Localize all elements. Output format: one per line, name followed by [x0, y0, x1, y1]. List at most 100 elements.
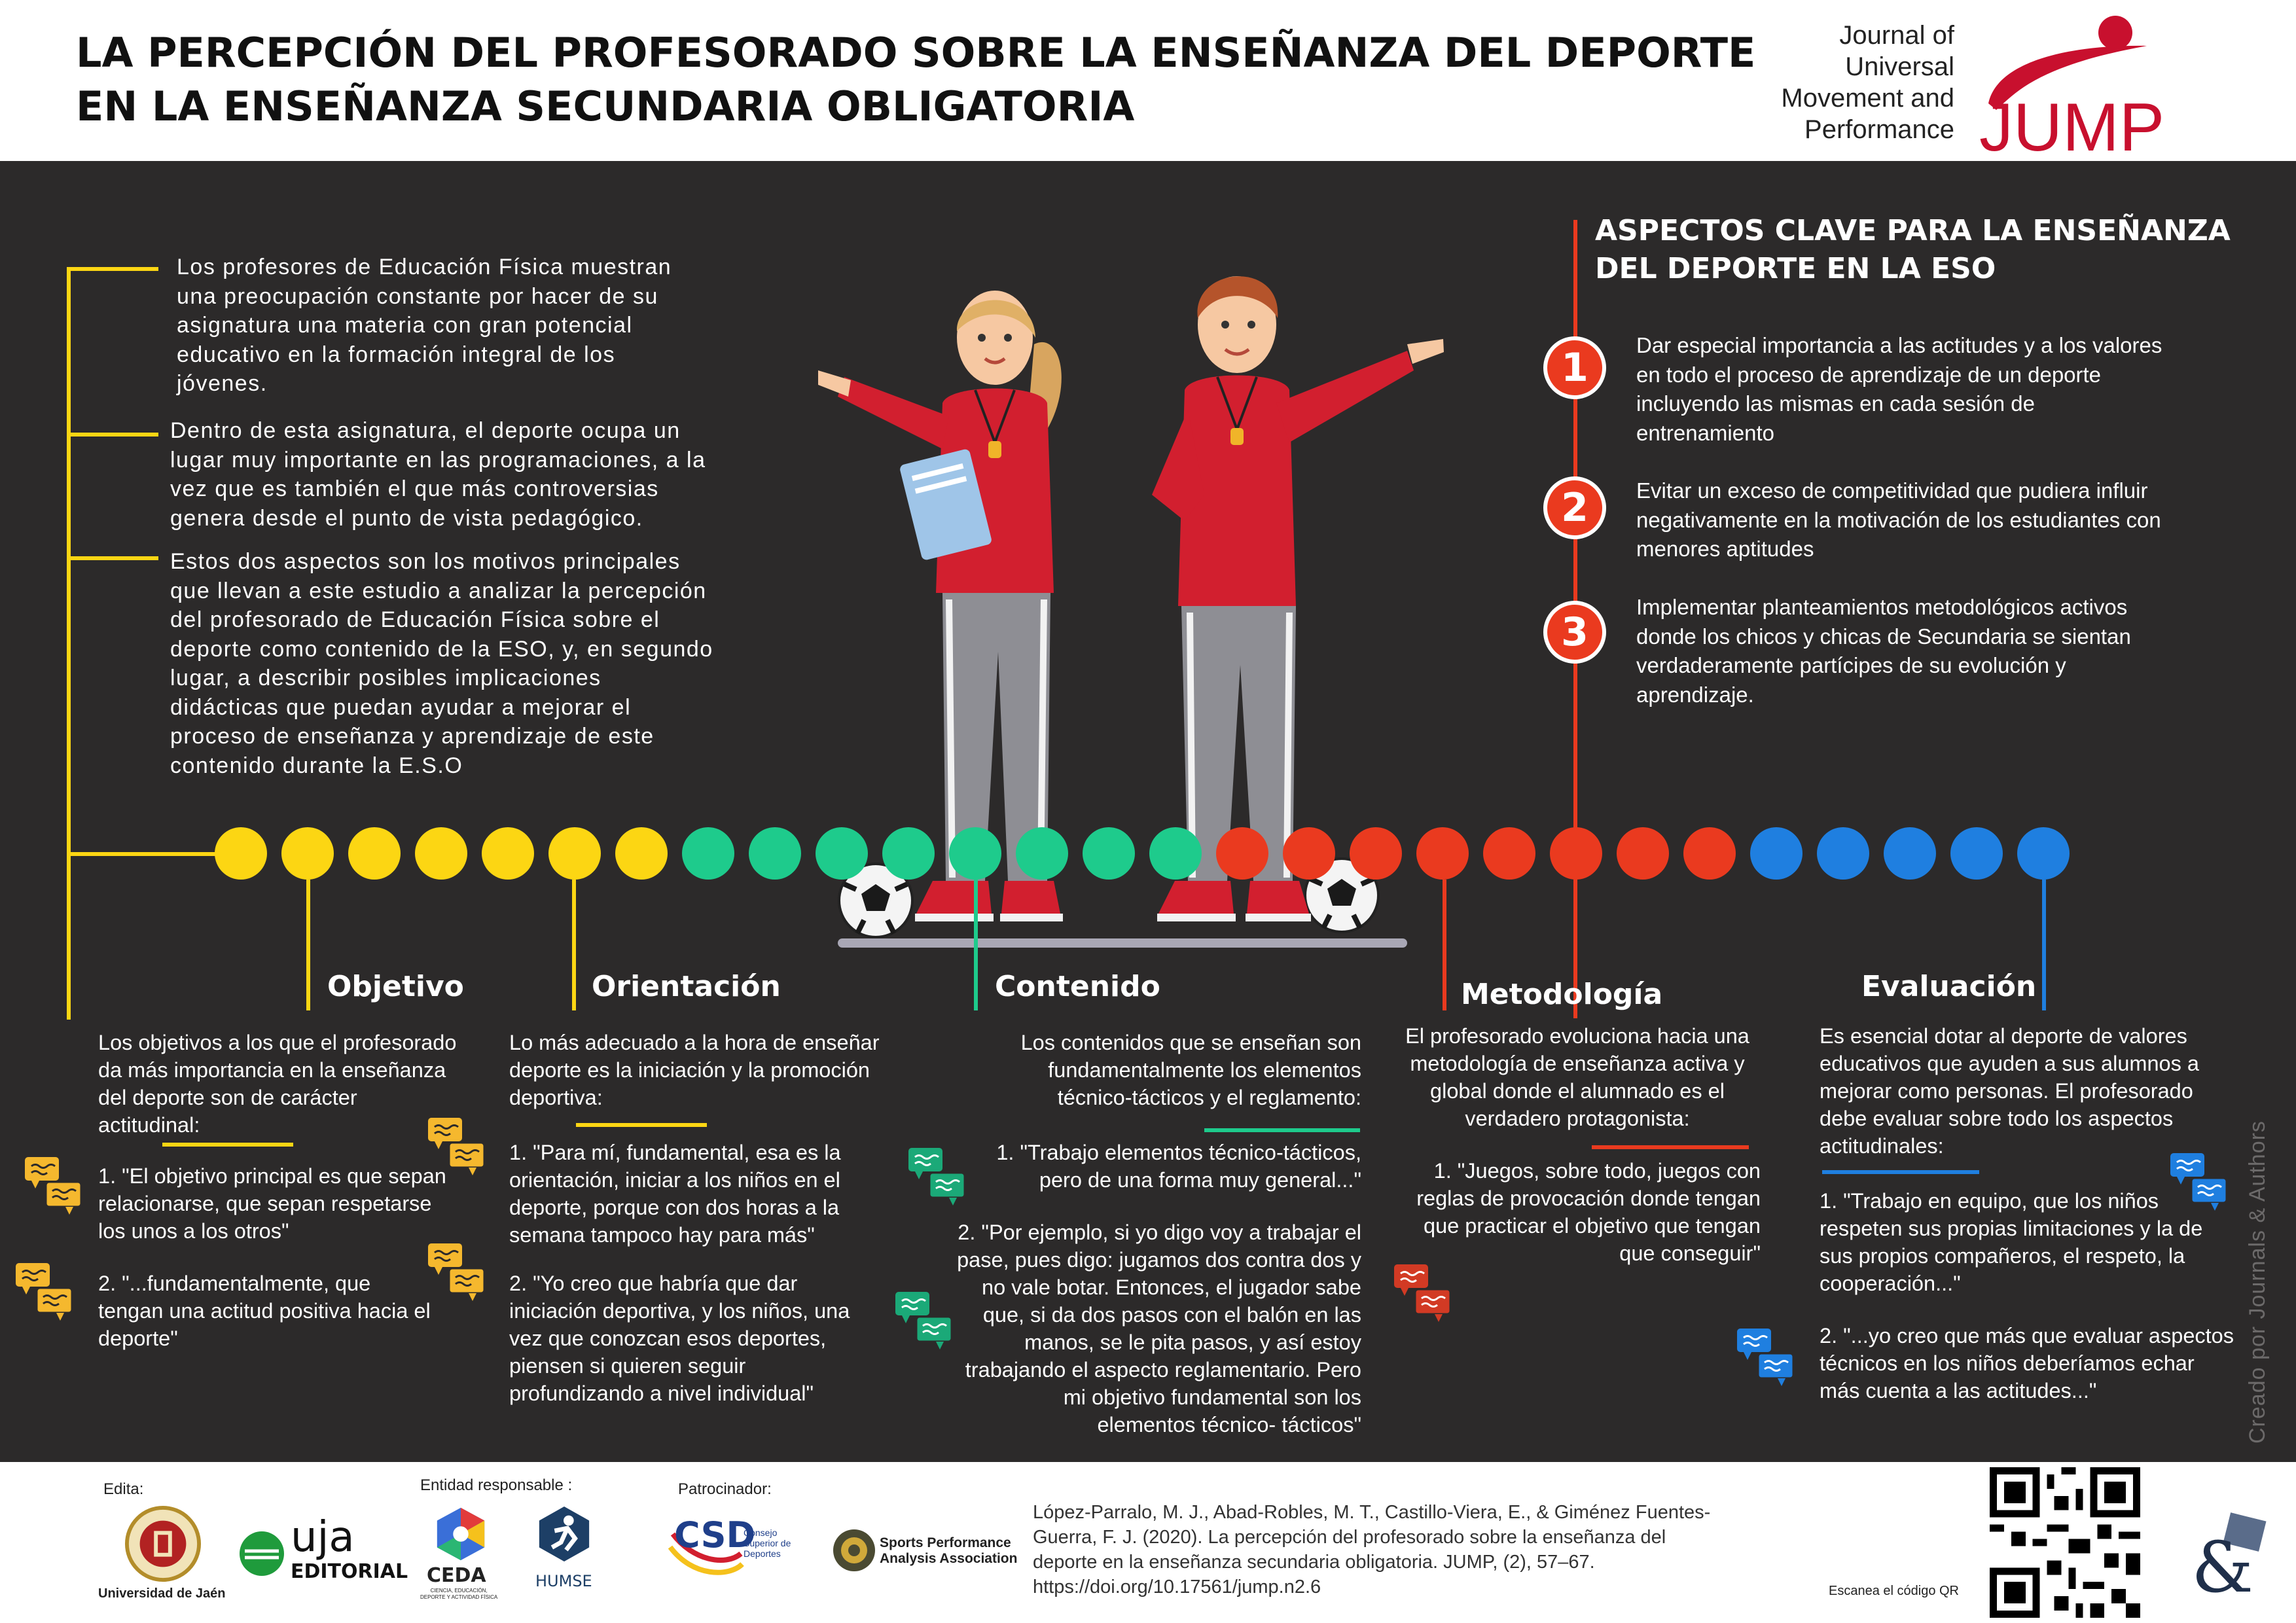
journal-name: Journal of Universal Movement and Perfor… — [1728, 20, 1954, 145]
bracket-line — [67, 852, 237, 856]
orientacion-quote-1: 1. "Para mí, fundamental, esa es la orie… — [509, 1139, 841, 1249]
timeline-dot — [1550, 827, 1602, 880]
bracket-line — [67, 433, 158, 437]
text-line: verdadero protagonista: — [1465, 1107, 1690, 1130]
timeline-dot — [1283, 827, 1335, 880]
text-line: vez que es también el que más controvers… — [170, 476, 659, 501]
text-line: mi objetivo fundamental son los — [1063, 1385, 1361, 1409]
text-line: que llevan a este estudio a analizar la … — [170, 578, 707, 603]
timeline-dot — [1750, 827, 1803, 880]
text-line: relacionarse, que sepan respetarse — [98, 1192, 432, 1215]
section-underline — [162, 1143, 293, 1147]
text-line: pero de una forma muy general..." — [1039, 1168, 1361, 1192]
patrocinador-label: Patrocinador: — [678, 1480, 772, 1498]
text-line: Guerra, F. J. (2020). La percepción del … — [1033, 1527, 1666, 1548]
text-line: cooperación..." — [1820, 1272, 1961, 1295]
text-line: Dentro de esta asignatura, el deporte oc… — [170, 418, 681, 443]
timeline-dot — [1483, 827, 1535, 880]
aspect-item-3: Implementar planteamientos metodológicos… — [1636, 593, 2131, 709]
text-line: 1. "Para mí, fundamental, esa es la — [509, 1141, 841, 1164]
metodologia-quote-1: 1. "Juegos, sobre todo, juegos con regla… — [1361, 1157, 1761, 1267]
text-line: del profesorado de Educación Física sobr… — [170, 607, 660, 632]
timeline-dot — [816, 827, 868, 880]
objetivo-quote-1: 1. "El objetivo principal es que sepan r… — [98, 1162, 446, 1245]
text-line: didácticas que puedan ayudar a mejorar e… — [170, 694, 632, 720]
text-line: lugar muy importante en las programacion… — [170, 447, 706, 473]
header: LA PERCEPCIÓN DEL PROFESORADO SOBRE LA E… — [0, 0, 2296, 161]
timeline-dot — [1817, 827, 1869, 880]
text-line: contenido durante la E.S.O — [170, 753, 463, 778]
text-line: incluyendo las mismas en cada sesión de — [1636, 391, 2036, 416]
text-line: Es esencial dotar al deporte de valores — [1820, 1024, 2187, 1048]
timeline-dot — [882, 827, 935, 880]
section-connector — [306, 880, 310, 1010]
timeline-dot — [1016, 827, 1068, 880]
text-line: vez que conozcan esos deportes, — [509, 1327, 827, 1350]
contenido-quote-1: 1. "Trabajo elementos técnico-tácticos, … — [916, 1139, 1361, 1194]
journal-line: Performance — [1804, 115, 1954, 144]
journal-line: Movement and — [1781, 84, 1954, 113]
text-line: actitudinal: — [98, 1113, 200, 1137]
ceda-subtitle: CIENCIA, EDUCACIÓN, DEPORTE Y ACTIVIDAD … — [420, 1588, 497, 1601]
title-line: EN LA ENSEÑANZA SECUNDARIA OBLIGATORIA — [76, 82, 1135, 130]
text-line: CIENCIA, EDUCACIÓN, — [430, 1588, 488, 1594]
male-coach — [1152, 276, 1444, 921]
text-line: verdaderamente partícipes de su evolució… — [1636, 653, 2066, 677]
section-underline — [1592, 1145, 1749, 1149]
chat-bubbles-icon — [2170, 1153, 2228, 1211]
timeline-dot — [1416, 827, 1469, 880]
journals-authors-logo: & — [2191, 1512, 2267, 1601]
text-line: que, si da dos pasos con el balón en las — [982, 1303, 1361, 1327]
section-title-orientacion: Orientación — [592, 970, 781, 1003]
text-line: genera desde el punto de vista pedagógic… — [170, 505, 643, 531]
text-line: técnico-tácticos y el reglamento: — [1057, 1086, 1361, 1109]
text-line: López-Parralo, M. J., Abad-Robles, M. T.… — [1033, 1502, 1711, 1523]
section-title-objetivo: Objetivo — [327, 970, 464, 1003]
csd-logo-text: CSD — [674, 1514, 756, 1556]
text-line: Implementar planteamientos metodológicos… — [1636, 595, 2128, 619]
text-line: jóvenes. — [177, 371, 268, 396]
chat-bubbles-icon — [428, 1118, 486, 1175]
doi-link[interactable]: https://doi.org/10.17561/jump.n2.6 — [1033, 1577, 1321, 1597]
text-line: global donde el alumnado es el — [1430, 1079, 1725, 1103]
text-line: respeten sus propias limitaciones y la d… — [1820, 1217, 2203, 1240]
chat-bubbles-icon — [16, 1263, 73, 1321]
text-line: 2. "...fundamentalmente, que — [98, 1272, 371, 1295]
aspect-item-2: Evitar un exceso de competitividad que p… — [1636, 476, 2161, 564]
text-line: profundizando a nivel individual" — [509, 1382, 814, 1405]
text-line: piensen si quieren seguir — [509, 1354, 746, 1378]
text-line: Estos dos aspectos son los motivos princ… — [170, 549, 681, 574]
aspect-item-1: Dar especial importancia a las actitudes… — [1636, 331, 2162, 448]
text-line: entrenamiento — [1636, 420, 1774, 445]
text-line: 1. "Trabajo en equipo, que los niños — [1820, 1189, 2159, 1213]
timeline-dot — [1950, 827, 2003, 880]
text-line: fundamentalmente los elementos — [1048, 1058, 1361, 1082]
section-connector — [1443, 880, 1446, 1010]
text-line: Superior de — [744, 1538, 791, 1548]
text-line: sus propios compañeros, el respeto, la — [1820, 1244, 2185, 1268]
timeline-dot — [1617, 827, 1669, 880]
evaluacion-quote-1: 1. "Trabajo en equipo, que los niños res… — [1820, 1187, 2202, 1297]
text-line: proceso de enseñanza y aprendizaje de es… — [170, 724, 655, 749]
text-line: no vale botar. Entonces, el jugador sabe — [982, 1275, 1361, 1299]
text-line: deporte como contenido de la ESO, y, en … — [170, 636, 713, 662]
qr-code-icon[interactable] — [1990, 1467, 2140, 1618]
csd-logo-mark — [668, 1532, 744, 1575]
jump-logo: JUMP — [1979, 16, 2164, 156]
timeline-dot — [1083, 827, 1135, 880]
contenido-intro: Los contenidos que se enseñan son fundam… — [916, 1029, 1361, 1111]
text-line: Los profesores de Educación Física muest… — [177, 255, 672, 279]
timeline-dot — [415, 827, 467, 880]
text-line: donde los chicos y chicas de Secundaria … — [1636, 624, 2131, 649]
text-line: Lo más adecuado a la hora de enseñar — [509, 1031, 880, 1054]
timeline-dot — [949, 827, 1001, 880]
aspect-number-1: 1 — [1543, 336, 1606, 399]
credit-text: Creado por Journals & Authors — [2245, 1120, 2270, 1444]
objetivo-quote-2: 2. "...fundamentalmente, que tengan una … — [98, 1270, 431, 1352]
csd-subtitle: Consejo Superior de Deportes — [744, 1527, 791, 1559]
timeline-dot — [482, 827, 534, 880]
timeline-dot — [348, 827, 401, 880]
chat-bubbles-icon — [1737, 1329, 1795, 1386]
text-line: semana tampoco hay para más" — [509, 1223, 815, 1247]
bracket-line — [67, 556, 158, 560]
